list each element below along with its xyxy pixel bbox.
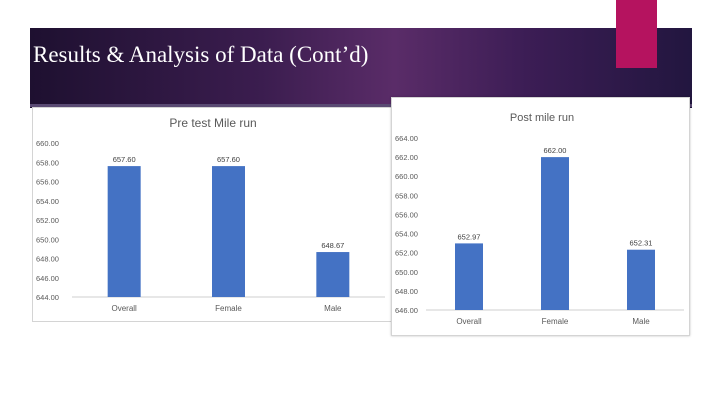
posttest-category-label: Overall [456, 317, 482, 326]
pretest-y-tick-label: 660.00 [36, 139, 59, 148]
posttest-data-label: 652.31 [630, 239, 653, 248]
pretest-y-tick-label: 658.00 [36, 158, 59, 167]
pretest-bar-female [212, 166, 245, 297]
posttest-chart: Post mile run 664.00 662.00 660.00 658.00 656… [391, 97, 690, 336]
posttest-y-tick-label: 648.00 [395, 287, 418, 296]
posttest-bar-female [541, 157, 569, 310]
posttest-y-tick-label: 664.00 [395, 134, 418, 143]
posttest-y-tick-label: 656.00 [395, 210, 418, 219]
posttest-y-tick-label: 650.00 [395, 268, 418, 277]
posttest-bar-overall [455, 243, 483, 310]
posttest-chart-title: Post mile run [510, 112, 574, 124]
posttest-y-tick-label: 652.00 [395, 249, 418, 258]
posttest-category-label: Male [632, 317, 650, 326]
posttest-y-tick-label: 660.00 [395, 172, 418, 181]
pretest-y-tick-label: 644.00 [36, 293, 59, 302]
posttest-data-label: 662.00 [544, 146, 567, 155]
pretest-chart-svg: Pre test Mile run 660.00 658.00 656.00 654.0… [36, 116, 385, 313]
posttest-y-tick-label: 654.00 [395, 230, 418, 239]
banner-underline [30, 104, 692, 107]
pretest-data-label: 657.60 [113, 155, 136, 164]
pretest-data-label: 648.67 [321, 241, 344, 250]
posttest-data-label: 652.97 [458, 232, 481, 241]
pretest-chart-title: Pre test Mile run [169, 116, 256, 130]
posttest-y-tick-label: 662.00 [395, 153, 418, 162]
pretest-bar-overall [107, 166, 141, 297]
pretest-category-label: Male [324, 304, 342, 313]
pretest-y-tick-label: 654.00 [36, 197, 59, 206]
title-banner [30, 28, 692, 108]
posttest-category-label: Female [542, 317, 569, 326]
slide-title: Results & Analysis of Data (Cont’d) [33, 42, 369, 67]
posttest-bar-male [627, 249, 655, 310]
pretest-y-tick-label: 650.00 [36, 235, 59, 244]
pretest-bar-male [316, 252, 350, 297]
accent-block [616, 0, 657, 68]
pretest-category-label: Female [215, 304, 242, 313]
pretest-category-label: Overall [111, 304, 137, 313]
pretest-y-tick-label: 646.00 [36, 274, 59, 283]
posttest-chart-svg: Post mile run 664.00 662.00 660.00 658.00 656… [395, 112, 684, 326]
pretest-data-label: 657.60 [217, 155, 240, 164]
posttest-y-tick-label: 658.00 [395, 191, 418, 200]
pretest-y-tick-label: 652.00 [36, 216, 59, 225]
pretest-chart: Pre test Mile run 660.00 658.00 656.00 654.0… [32, 107, 394, 322]
posttest-y-tick-label: 646.00 [395, 306, 418, 315]
pretest-y-tick-label: 648.00 [36, 255, 59, 264]
pretest-y-tick-label: 656.00 [36, 178, 59, 187]
